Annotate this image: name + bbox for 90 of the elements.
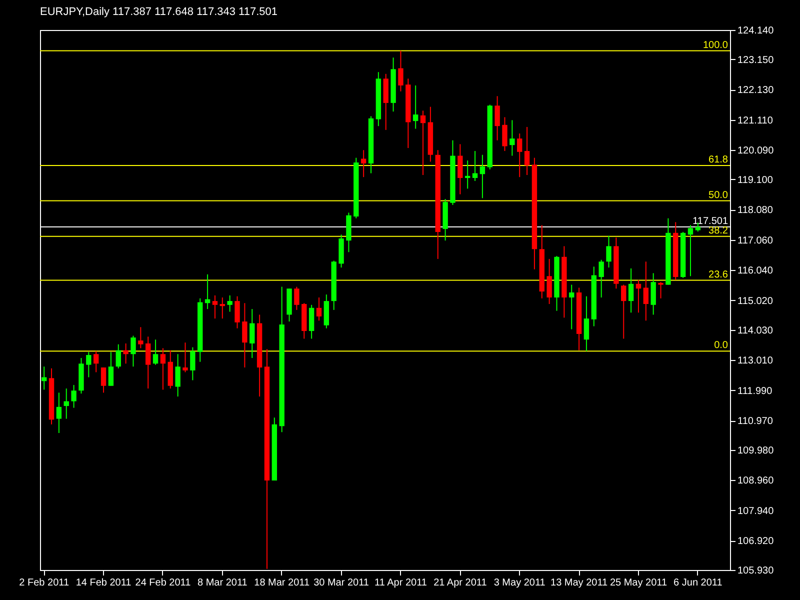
y-tick-label: 105.930	[738, 566, 774, 576]
annotation: 100.0	[702, 40, 728, 51]
y-tick-label: 115.020	[738, 296, 774, 307]
annotation: 61.8	[708, 154, 728, 166]
candlestick	[598, 259, 604, 298]
candlestick	[294, 286, 300, 310]
x-tick-label: 30 Mar 2011	[314, 578, 370, 588]
candlestick	[650, 272, 656, 316]
candlestick	[71, 384, 76, 408]
candlestick	[41, 366, 47, 390]
x-tick-label: 25 May 2011	[610, 578, 668, 588]
candlestick	[524, 126, 530, 176]
y-tick-label: 108.960	[738, 476, 774, 487]
candlestick	[152, 339, 158, 366]
candlestick	[510, 120, 515, 156]
chart-title: EURJPY,Daily 117.387 117.648 117.343 117.501	[40, 6, 278, 18]
candlestick	[175, 354, 180, 398]
x-tick-label: 8 Mar 2011	[197, 578, 248, 588]
candlestick	[138, 326, 144, 349]
candlestick	[480, 154, 486, 199]
y-tick-label: 123.150	[738, 54, 774, 66]
candlestick	[464, 160, 470, 190]
candlestick	[234, 296, 240, 329]
y-tick-label: 121.110	[738, 115, 774, 126]
candlestick	[621, 284, 626, 340]
x-tick-label: 6 Jun 2011	[674, 578, 723, 588]
y-tick-label: 119.100	[738, 174, 774, 186]
candlestick	[360, 150, 366, 178]
candlestick	[420, 110, 426, 176]
candlestick	[123, 342, 128, 364]
candlestick	[584, 296, 590, 352]
x-tick-label: 3 May 2011	[494, 578, 546, 588]
x-tick-label: 14 Feb 2011	[76, 578, 132, 588]
y-tick-label: 124.140	[738, 26, 774, 36]
x-tick-label: 18 Mar 2011	[254, 578, 310, 588]
annotation: 23.6	[708, 269, 728, 280]
y-tick-label: 118.080	[738, 205, 774, 216]
candlestick	[398, 50, 404, 92]
candlestick	[458, 144, 463, 195]
annotation: 38.2	[708, 225, 728, 236]
candlestick	[93, 350, 99, 373]
y-tick-label: 116.040	[738, 266, 774, 277]
annotation: 0.0	[714, 340, 728, 352]
candlestick	[636, 279, 642, 314]
candlestick	[546, 258, 552, 305]
candlestick	[412, 84, 418, 130]
y-tick-label: 122.130	[738, 85, 774, 96]
annotation: 50.0	[708, 190, 728, 201]
candlestick	[688, 224, 694, 277]
x-tick-label: 13 May 2011	[550, 578, 608, 588]
y-tick-label: 107.940	[738, 506, 774, 517]
candlestick	[56, 392, 62, 434]
candlestick	[220, 296, 226, 320]
candlestick	[569, 284, 574, 330]
candlestick	[86, 352, 92, 378]
candlestick	[212, 294, 218, 320]
candlestick	[116, 344, 121, 369]
candlestick	[242, 302, 248, 368]
y-tick-label: 111.990	[738, 386, 773, 397]
y-tick-label: 106.920	[738, 536, 774, 548]
x-tick-label: 24 Feb 2011	[135, 578, 192, 588]
candlestick	[494, 96, 500, 141]
candlestick	[160, 348, 166, 390]
candlestick	[182, 342, 188, 373]
candlestick	[308, 304, 314, 340]
candlestick	[250, 308, 255, 358]
candlestick	[472, 150, 478, 182]
y-tick-label: 113.010	[738, 356, 774, 367]
candlestick	[190, 346, 196, 381]
y-tick-label: 109.980	[738, 445, 774, 456]
candlestick	[108, 352, 114, 386]
y-tick-label: 110.970	[738, 416, 774, 428]
candlestick	[316, 296, 322, 322]
candlestick	[628, 268, 634, 314]
y-tick-label: 120.090	[738, 146, 774, 157]
candlestick	[606, 235, 612, 268]
candlestick	[146, 336, 151, 390]
candlestick	[130, 335, 136, 368]
candlestick	[227, 294, 232, 312]
candlestick	[502, 116, 508, 152]
y-tick-label: 114.030	[738, 325, 774, 336]
x-tick-label: 11 Apr 2011	[374, 578, 428, 588]
x-tick-label: 2 Feb 2011	[19, 578, 70, 588]
candlestick	[100, 366, 106, 394]
ref-line-label: 117.501	[692, 216, 728, 227]
candlestick	[64, 388, 69, 420]
x-tick-label: 21 Apr 2011	[434, 578, 488, 588]
y-tick-label: 117.060	[738, 235, 774, 246]
candlestick	[643, 261, 649, 322]
candlestick	[516, 132, 522, 178]
